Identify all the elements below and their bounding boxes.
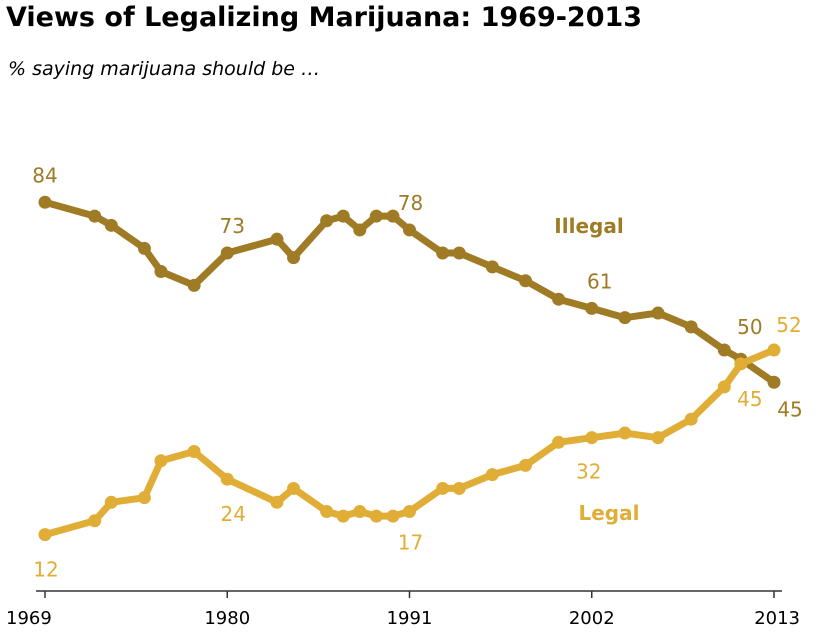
data-label: 45 — [737, 387, 762, 411]
data-label: 45 — [777, 397, 802, 421]
data-point — [187, 278, 201, 292]
data-point — [137, 241, 151, 255]
data-label: 84 — [32, 163, 57, 187]
data-point — [154, 264, 168, 278]
data-point — [220, 472, 234, 486]
data-point — [734, 357, 748, 371]
data-point — [518, 274, 532, 288]
data-point — [38, 528, 52, 542]
data-point — [552, 435, 566, 449]
data-label: 50 — [737, 315, 762, 339]
data-point — [353, 505, 367, 519]
x-tick-label: 2013 — [754, 608, 800, 629]
data-labels: 84 73 78 61 50 45 12 24 17 32 45 52 Illegal Legal — [32, 163, 802, 581]
data-point — [320, 214, 334, 228]
x-axis: 1969 1980 1991 2002 2013 — [6, 590, 800, 629]
data-point — [353, 223, 367, 237]
x-tick-label: 1991 — [387, 608, 433, 629]
data-label: 78 — [398, 191, 423, 215]
data-point — [767, 343, 781, 357]
x-tick-label: 1980 — [204, 608, 250, 629]
data-point — [717, 380, 731, 394]
data-point — [369, 209, 383, 223]
data-point — [187, 445, 201, 459]
data-point — [38, 195, 52, 209]
data-point — [137, 491, 151, 505]
series-layer — [38, 195, 781, 542]
data-point — [88, 209, 102, 223]
series-illegal — [38, 195, 781, 389]
data-point — [585, 431, 599, 445]
data-point — [403, 505, 416, 519]
data-point — [270, 495, 284, 509]
data-point — [684, 320, 698, 334]
series-legal — [38, 343, 781, 542]
data-point — [386, 509, 400, 523]
data-label: 12 — [33, 558, 58, 582]
data-point — [767, 375, 781, 389]
data-point — [287, 251, 301, 265]
data-label: 61 — [587, 269, 612, 293]
data-point — [585, 301, 599, 315]
series-label-illegal: Illegal — [554, 214, 623, 238]
data-point — [485, 468, 499, 482]
data-point — [104, 495, 118, 509]
data-point — [518, 458, 532, 472]
data-point — [220, 246, 234, 260]
data-point — [651, 306, 665, 320]
data-point — [104, 218, 118, 232]
data-point — [452, 481, 466, 495]
data-point — [552, 292, 566, 306]
data-point — [618, 311, 632, 325]
data-point — [485, 260, 499, 274]
data-point — [88, 514, 102, 528]
data-point — [436, 481, 450, 495]
data-point — [336, 209, 350, 223]
data-point — [618, 426, 632, 440]
data-point — [386, 209, 400, 223]
data-point — [452, 246, 466, 260]
data-point — [287, 481, 301, 495]
data-point — [369, 509, 383, 523]
data-point — [320, 505, 334, 519]
chart-title: Views of Legalizing Marijuana: 1969-2013 — [6, 2, 643, 33]
data-point — [154, 454, 168, 468]
data-point — [684, 412, 698, 426]
data-point — [651, 431, 665, 445]
x-tick-label: 2002 — [569, 608, 615, 629]
x-tick-label: 1969 — [6, 608, 52, 629]
data-point — [336, 509, 350, 523]
data-label: 52 — [776, 313, 801, 337]
chart-subtitle: % saying marijuana should be … — [8, 58, 321, 80]
data-label: 73 — [220, 214, 245, 238]
data-label: 17 — [398, 531, 423, 555]
data-point — [403, 223, 416, 237]
data-point — [717, 343, 731, 357]
data-label: 24 — [221, 502, 246, 526]
data-label: 32 — [576, 460, 601, 484]
data-point — [270, 232, 284, 246]
series-label-legal: Legal — [579, 501, 640, 525]
data-point — [436, 246, 450, 260]
